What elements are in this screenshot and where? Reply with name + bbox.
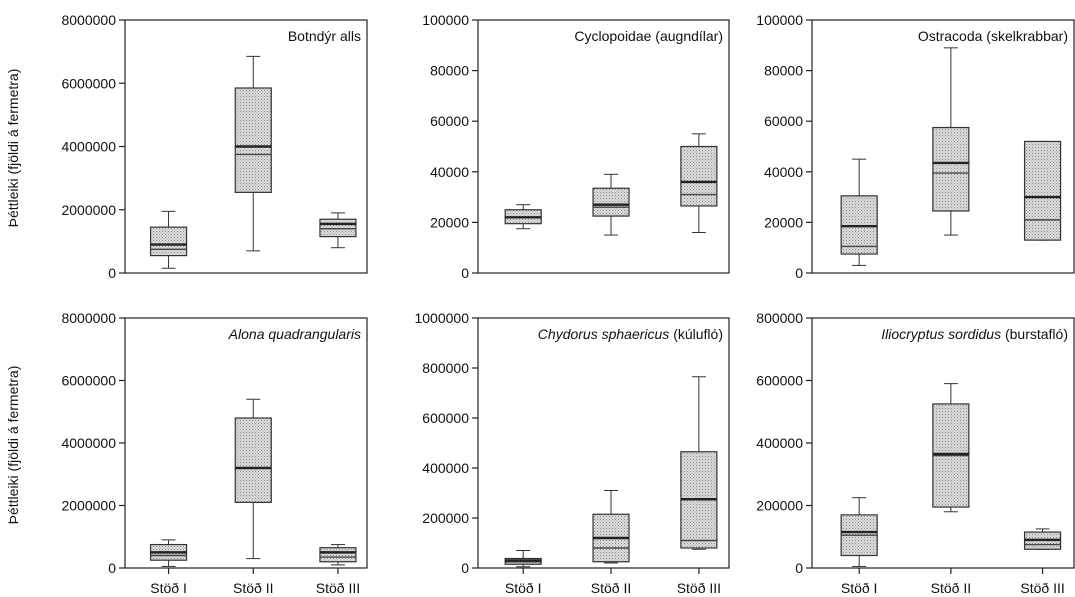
iqr-box: [319, 547, 357, 563]
plot-frame: [477, 317, 730, 569]
y-tick-label: 40000: [430, 164, 469, 180]
y-tick-label: 800000: [422, 360, 469, 376]
iqr-box: [932, 126, 970, 212]
y-tick-label: 2000000: [61, 498, 116, 514]
y-tick-label: 60000: [430, 113, 469, 129]
box-3: [319, 544, 357, 566]
x-category-label: Stöð II: [591, 580, 631, 596]
box-1: [504, 204, 542, 230]
y-tick-label: 4000000: [61, 435, 116, 451]
y-tick-label: 0: [461, 560, 469, 576]
chart-panel-2: 0 20000 40000 60000 80000 100000 Cyclopoidae (…: [422, 12, 730, 281]
y-tick-label: 40000: [764, 164, 803, 180]
box-2: [932, 47, 970, 236]
iqr-box: [1023, 140, 1062, 241]
panel-title-italic: Chydorus sphaericus: [538, 326, 670, 342]
box-3: [680, 376, 718, 550]
plot-frame: [811, 19, 1075, 274]
iqr-box: [319, 218, 357, 238]
y-tick-label: 100000: [756, 12, 803, 28]
iqr-box: [234, 417, 272, 503]
y-tick-label: 6000000: [61, 373, 116, 389]
panel-title: Cyclopoidae (augndílar): [574, 28, 723, 44]
iqr-box: [840, 195, 878, 255]
panel-title: Iliocryptus sordidus (burstafló): [881, 326, 1068, 342]
chart-panel-3: 0 20000 40000 60000 80000 100000 Ostracoda (sk…: [756, 12, 1075, 281]
box-1: [149, 539, 188, 567]
x-category-label: Stöð III: [316, 580, 360, 596]
y-tick-label: 60000: [764, 113, 803, 129]
y-tick-label: 20000: [764, 214, 803, 230]
x-category-label: Stöð II: [233, 580, 273, 596]
y-tick-label: 2000000: [61, 202, 116, 218]
box-2: [592, 173, 630, 236]
box-1: [840, 158, 878, 266]
iqr-box: [149, 226, 188, 257]
x-category-label: Stöð II: [931, 580, 971, 596]
box-2: [592, 490, 630, 564]
panel-title-suffix: (burstafló): [1001, 326, 1068, 342]
box-3: [1023, 528, 1062, 550]
panel-title-italic: Alona quadrangularis: [228, 326, 361, 342]
y-tick-label: 400000: [756, 435, 803, 451]
y-axis-label-bottom: Þéttleiki (fjöldi á fermetra): [5, 366, 21, 525]
y-tick-label: 8000000: [61, 310, 116, 326]
box-1: [504, 550, 542, 568]
box-2: [234, 55, 272, 252]
y-tick-label: 0: [795, 265, 803, 281]
panel-title-italic: Iliocryptus sordidus: [881, 326, 1001, 342]
box-2: [932, 383, 970, 513]
y-tick-label: 200000: [422, 510, 469, 526]
box-3: [680, 133, 718, 234]
y-tick-label: 80000: [764, 63, 803, 79]
y-tick-label: 1000000: [414, 310, 469, 326]
y-tick-label: 400000: [422, 460, 469, 476]
y-tick-label: 600000: [756, 373, 803, 389]
y-tick-label: 200000: [756, 498, 803, 514]
y-tick-label: 80000: [430, 63, 469, 79]
y-tick-label: 0: [108, 560, 116, 576]
y-tick-label: 800000: [756, 310, 803, 326]
x-category-label: Stöð I: [841, 580, 878, 596]
box-1: [840, 497, 878, 567]
box-3: [319, 212, 357, 249]
iqr-box: [592, 187, 630, 217]
panel-title: Chydorus sphaericus (kúlufló): [538, 326, 723, 342]
y-tick-label: 0: [461, 265, 469, 281]
y-axis-label-top: Þéttleiki (fjöldi á fermetra): [5, 69, 21, 228]
chart-panel-1: 0 2000000 4000000 6000000 8000000 Botndýr all…: [61, 12, 368, 281]
panel-title: Botndýr alls: [288, 28, 361, 44]
box-2: [234, 398, 272, 560]
chart-panel-6: 0 200000 400000 600000 800000 Stöð I Stöð II St…: [756, 310, 1075, 596]
y-tick-label: 20000: [430, 214, 469, 230]
y-tick-label: 0: [108, 265, 116, 281]
x-category-label: Stöð III: [1020, 580, 1064, 596]
x-category-label: Stöð I: [505, 580, 542, 596]
x-category-label: Stöð I: [150, 580, 187, 596]
y-tick-label: 600000: [422, 410, 469, 426]
y-tick-label: 4000000: [61, 139, 116, 155]
y-tick-label: 8000000: [61, 12, 116, 28]
panel-title: Ostracoda (skelkrabbar): [918, 28, 1068, 44]
y-tick-label: 0: [795, 560, 803, 576]
y-tick-label: 100000: [422, 12, 469, 28]
iqr-box: [234, 87, 272, 193]
box-1: [149, 210, 188, 269]
panel-title-suffix: (kúlufló): [669, 326, 723, 342]
panel-title: Alona quadrangularis: [228, 326, 361, 342]
chart-panel-4: 0 2000000 4000000 6000000 8000000 Stöð I Stöð …: [61, 310, 368, 596]
plot-frame: [477, 19, 730, 274]
iqr-box: [680, 145, 718, 207]
y-tick-label: 6000000: [61, 75, 116, 91]
x-category-label: Stöð III: [677, 580, 721, 596]
chart-panel-5: 0 200000 400000 600000 800000 1000000 Stöð I St…: [414, 310, 730, 596]
box-3: [1023, 140, 1062, 241]
